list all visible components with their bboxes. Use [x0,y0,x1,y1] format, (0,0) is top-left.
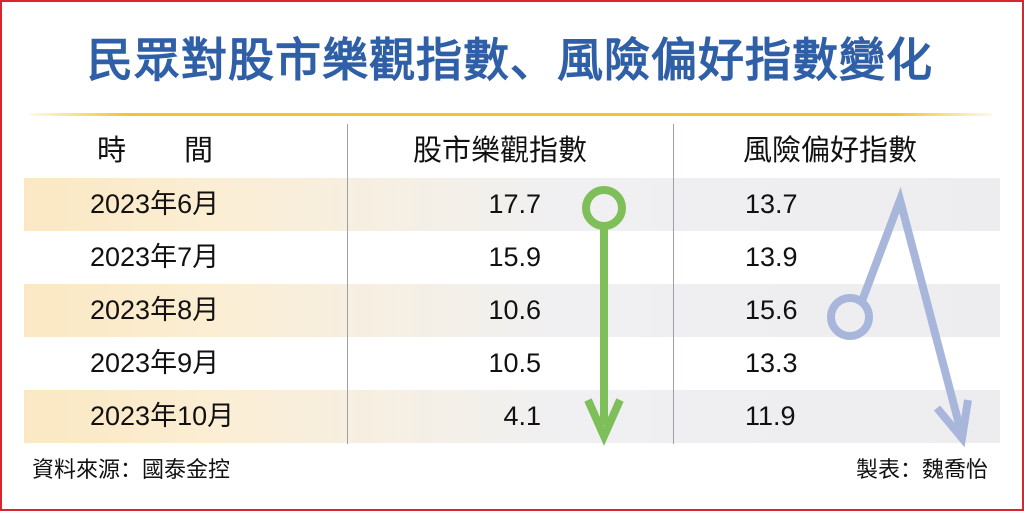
cell-period: 2023年10月 [90,401,235,431]
cell-risk-value: 13.3 [745,348,798,378]
page-title: 民眾對股市樂觀指數、風險偏好指數變化 [87,33,933,87]
header-stock-optimism: 股市樂觀指數 [412,133,587,167]
column-divider-1 [347,124,348,444]
title-divider [30,113,992,116]
cell-risk-value: 15.6 [745,295,798,325]
cell-period: 2023年6月 [90,189,220,219]
cell-stock-value: 10.6 [488,295,541,325]
stock-trend-arrow [582,186,626,446]
cell-stock-value: 17.7 [488,189,541,219]
stock-arrow-head [584,398,624,446]
source-note: 資料來源：國泰金控 [32,458,231,483]
table-row: 2023年6月 17.7 13.7 [24,178,1000,231]
header-time: 時 間 [96,133,213,167]
table-row-bg-5 [24,390,1000,443]
table-row: 2023年7月 15.9 13.9 [24,231,1000,284]
table-row-bg-1 [24,178,1000,231]
cell-period: 2023年8月 [90,295,220,325]
cell-stock-value: 4.1 [503,401,541,431]
risk-arrow-head [933,399,972,448]
cell-stock-value: 10.5 [488,348,541,378]
risk-arrow-path [858,186,964,430]
risk-arrow-start-circle [827,294,873,340]
cell-period: 2023年7月 [90,242,220,272]
risk-trend-arrow [827,186,972,448]
cell-stock-value: 15.9 [488,242,541,272]
cell-risk-value: 11.9 [745,401,796,431]
cell-period: 2023年9月 [90,348,220,378]
cell-risk-value: 13.7 [745,189,798,219]
table-row: 2023年9月 10.5 13.3 [24,337,1000,390]
credit-note: 製表：魏喬怡 [855,458,988,483]
table-row: 2023年10月 4.1 11.9 [24,390,1000,443]
column-divider-2 [673,124,674,444]
header-risk-preference: 風險偏好指數 [742,133,917,167]
cell-risk-value: 13.9 [745,242,798,272]
stock-arrow-start-circle [582,186,626,230]
table-row: 2023年8月 10.6 15.6 [24,284,1000,337]
